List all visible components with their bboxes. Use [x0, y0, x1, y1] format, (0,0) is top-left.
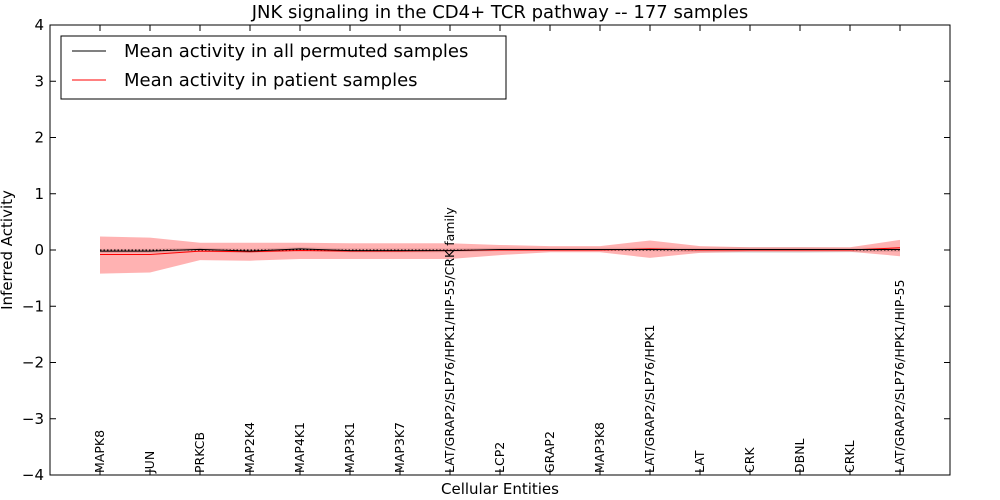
- x-tick-label: MAP4K1: [292, 422, 307, 473]
- y-tick-label: −1: [22, 297, 44, 315]
- x-tick-label: LCP2: [492, 442, 507, 473]
- x-axis: MAPK8 JUN PRKCB MAP2K4 MAP4K1 MAP3K1 MAP3K7 LAT…: [92, 25, 907, 475]
- y-tick-label: 0: [34, 241, 44, 259]
- x-tick-label: JUN: [142, 451, 157, 474]
- x-tick-label: DBNL: [792, 438, 807, 473]
- x-tick-label: LAT/GRAP2/SLP76/HPK1: [642, 325, 657, 473]
- y-tick-label: 4: [34, 16, 44, 34]
- x-tick-label: CRK: [742, 447, 757, 473]
- x-tick-label: MAP3K7: [392, 422, 407, 473]
- y-axis: 4 3 2 1 0 −1 −2 −3 −4: [22, 16, 950, 484]
- x-tick-label: MAPK8: [92, 430, 107, 473]
- y-tick-label: −2: [22, 354, 44, 372]
- legend-label: Mean activity in patient samples: [124, 70, 418, 91]
- x-tick-label: MAP2K4: [242, 422, 257, 473]
- x-tick-label: MAP3K1: [342, 422, 357, 473]
- chart-title: JNK signaling in the CD4+ TCR pathway --…: [251, 2, 749, 23]
- x-tick-label: LAT: [692, 450, 707, 473]
- patient-band: [100, 236, 900, 274]
- permuted-mean-line: [100, 248, 900, 252]
- x-tick-label: MAP3K8: [592, 422, 607, 473]
- legend: Mean activity in all permuted samples Mea…: [60, 35, 507, 100]
- y-tick-label: −3: [22, 410, 44, 428]
- x-axis-label: Cellular Entities: [441, 480, 559, 498]
- x-tick-label: LAT/GRAP2/SLP76/HPK1/HIP-55/CRK family: [442, 207, 457, 473]
- y-tick-label: 1: [34, 185, 44, 203]
- y-axis-label: Inferred Activity: [0, 190, 16, 310]
- y-tick-label: 3: [34, 72, 44, 90]
- y-tick-label: 2: [34, 129, 44, 147]
- legend-box: [60, 35, 507, 100]
- confidence-bands: [100, 236, 900, 274]
- patient-mean-line: [100, 247, 901, 255]
- series-lines: [100, 247, 901, 255]
- x-tick-label: GRAP2: [542, 431, 557, 473]
- x-tick-label: CRKL: [842, 440, 857, 473]
- y-tick-label: −4: [22, 466, 44, 484]
- x-tick-label: PRKCB: [192, 432, 207, 473]
- legend-label: Mean activity in all permuted samples: [124, 41, 468, 62]
- x-tick-label: LAT/GRAP2/SLP76/HPK1/HIP-55: [892, 280, 907, 473]
